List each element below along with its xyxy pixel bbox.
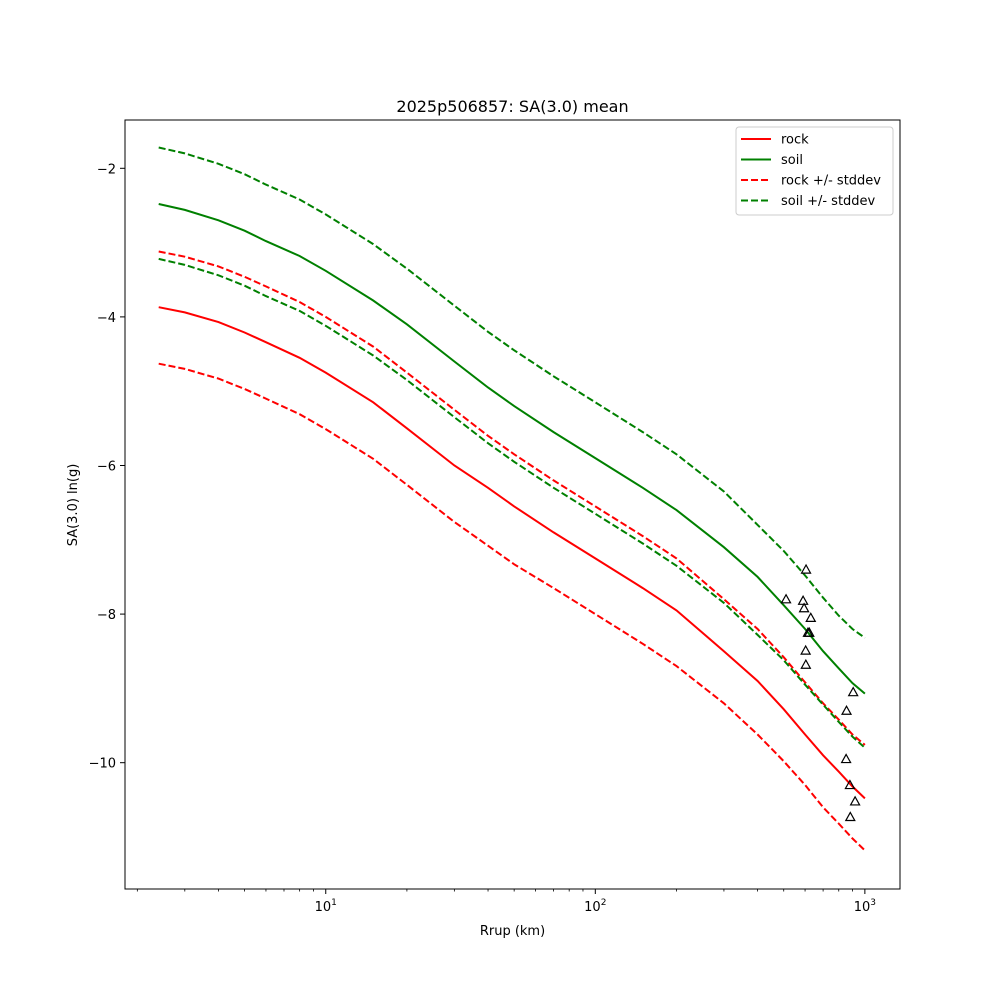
- observation-point: [849, 795, 861, 806]
- observation-point: [844, 779, 856, 790]
- series-line-3: [158, 362, 866, 852]
- y-tick-label: −8: [97, 608, 116, 623]
- observation-point: [800, 563, 812, 574]
- series-line-1: [158, 203, 866, 695]
- x-axis-ticks: 101 102 103: [136, 889, 876, 915]
- observation-point: [800, 658, 812, 669]
- x-tick-label: 101: [315, 898, 337, 915]
- series-line-2: [158, 250, 866, 746]
- y-tick-label: −6: [97, 459, 116, 474]
- x-tick-label: 103: [854, 898, 876, 915]
- legend-entry-label: soil +/- stddev: [781, 194, 876, 209]
- series-line-4: [158, 146, 866, 639]
- observation-point: [805, 612, 817, 623]
- plot-frame: [124, 119, 901, 890]
- observation-point: [847, 686, 859, 697]
- y-axis-label: SA(3.0) ln(g): [66, 464, 81, 547]
- observation-point: [803, 626, 815, 637]
- series-layer: [158, 146, 866, 852]
- y-axis-ticks: −10 −8 −6 −4 −2: [89, 162, 125, 772]
- legend-entry-label: rock: [781, 133, 809, 148]
- series-line-5: [158, 257, 866, 749]
- y-tick-label: −4: [97, 311, 116, 326]
- observations-layer: [780, 563, 861, 822]
- observation-point: [844, 811, 856, 822]
- legend-entry-label: soil: [781, 153, 803, 168]
- legend: rock soil rock +/- stddev soil +/- stddev: [735, 126, 894, 216]
- legend-box: [735, 126, 894, 216]
- chart-title: 2025p506857: SA(3.0) mean: [396, 97, 628, 116]
- x-tick-label: 102: [584, 898, 606, 915]
- observation-point: [797, 594, 809, 605]
- observation-point: [798, 602, 810, 613]
- observation-point: [800, 644, 812, 655]
- series-line-0: [158, 306, 866, 800]
- y-tick-label: −2: [97, 162, 116, 177]
- observation-point: [841, 704, 853, 715]
- x-axis-label: Rrup (km): [480, 924, 545, 939]
- observation-point: [780, 593, 792, 604]
- observation-point: [840, 753, 852, 764]
- y-tick-label: −10: [89, 757, 116, 772]
- legend-entry-label: rock +/- stddev: [781, 174, 881, 189]
